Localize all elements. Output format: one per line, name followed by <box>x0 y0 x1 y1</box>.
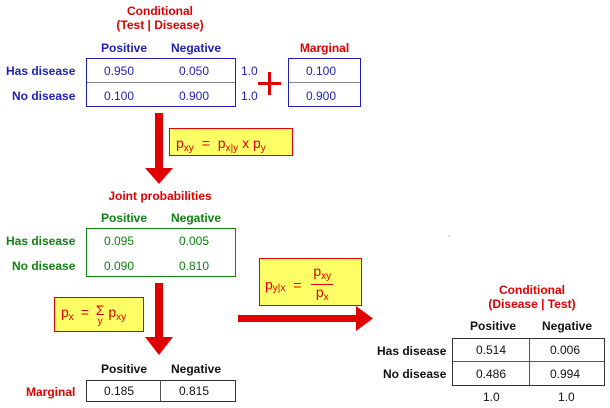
cond-disease-col2-sum: 1.0 <box>558 390 575 404</box>
formula-bayes-den-p: p <box>315 284 324 300</box>
formula-bayes-num-s: xy <box>321 271 332 282</box>
formula-joint-box: pxy = px|y x py <box>169 128 293 156</box>
formula-bayes-s1: y|x <box>272 283 286 295</box>
marginal-bottom-v2: 0.815 <box>179 384 210 398</box>
marginal-top-v1: 0.100 <box>306 64 337 78</box>
formula-joint-p1: p <box>176 135 184 151</box>
marginal-top-title: Marginal <box>299 41 350 55</box>
joint-box <box>86 228 236 277</box>
joint-cell-r2c1: 0.090 <box>104 259 135 273</box>
cond-test-title-line1: Conditional <box>127 4 193 18</box>
formula-marginal-sigma-icon: Σ <box>95 302 105 318</box>
arrow-right-head <box>356 306 373 331</box>
arrow-down-2-shaft <box>155 283 163 339</box>
formula-joint-s3: y <box>260 143 266 154</box>
marginal-top-v2: 0.900 <box>306 89 337 103</box>
formula-joint-times: x <box>242 135 250 151</box>
formula-joint-p3: p <box>252 135 261 151</box>
cond-disease-row-no-disease: No disease <box>383 367 447 381</box>
cond-test-cell-r1c2: 0.050 <box>179 64 210 78</box>
formula-bayes-box: py|x = pxy px <box>259 258 362 306</box>
joint-cell-r2c2: 0.810 <box>179 259 210 273</box>
cond-test-cell-r2c2: 0.900 <box>179 89 210 103</box>
cond-disease-box <box>452 338 605 386</box>
cond-test-col-negative: Negative <box>170 41 222 55</box>
marginal-bottom-v1: 0.185 <box>104 384 135 398</box>
joint-cell-r1c1: 0.095 <box>104 234 135 248</box>
cond-disease-cell-r1c1: 0.514 <box>476 343 507 357</box>
formula-bayes-fraction: pxy px <box>311 263 334 304</box>
formula-marginal-s2: xy <box>116 312 127 323</box>
arrow-down-2-head <box>145 337 173 355</box>
marginal-bottom-label: Marginal <box>26 385 76 399</box>
cond-disease-title-line1: Conditional <box>499 283 565 297</box>
cond-disease-cell-r1c2: 0.006 <box>550 343 581 357</box>
formula-bayes-p1: p <box>265 276 273 293</box>
formula-joint-s1: xy <box>183 143 194 154</box>
marginal-top-box <box>288 58 361 107</box>
formula-marginal-s1: x <box>68 312 74 323</box>
arrow-down-1-shaft <box>155 113 163 170</box>
formula-bayes-eq: = <box>293 276 302 293</box>
cond-test-col-positive: Positive <box>100 41 148 55</box>
formula-marginal-box: px = Σ y pxy <box>54 297 144 332</box>
cond-disease-col-positive: Positive <box>469 319 517 333</box>
joint-row-has-disease: Has disease <box>6 234 76 248</box>
cond-test-box <box>86 58 236 107</box>
marginal-bottom-col-negative: Negative <box>170 362 222 376</box>
plus-sign-v <box>268 72 271 95</box>
formula-joint-p2: p <box>217 135 226 151</box>
cond-disease-row-has-disease: Has disease <box>377 344 447 358</box>
formula-marginal-p2: p <box>108 304 117 320</box>
joint-title: Joint probabilities <box>108 189 212 203</box>
formula-joint-s2: x|y <box>225 143 239 154</box>
cond-disease-cell-r2c1: 0.486 <box>476 367 507 381</box>
formula-marginal-sum: Σ y <box>95 302 105 328</box>
formula-bayes-num-p: p <box>313 263 322 279</box>
cond-test-cell-r2c1: 0.100 <box>104 89 135 103</box>
cond-test-cell-r1c1: 0.950 <box>104 64 135 78</box>
cond-disease-col1-sum: 1.0 <box>483 390 500 404</box>
joint-col-negative: Negative <box>170 211 222 225</box>
joint-row-no-disease: No disease <box>12 259 76 273</box>
arrow-right-shaft <box>238 315 358 322</box>
cond-test-title-line2: (Test | Disease) <box>116 18 204 32</box>
marginal-bottom-box <box>86 380 236 402</box>
cond-test-row1-sum: 1.0 <box>241 64 258 78</box>
cond-disease-col-negative: Negative <box>541 319 593 333</box>
arrow-down-1-head <box>145 168 173 184</box>
cond-disease-cell-r2c2: 0.994 <box>550 367 581 381</box>
joint-cell-r1c2: 0.005 <box>179 234 210 248</box>
cond-test-row-has-disease: Has disease <box>6 64 76 78</box>
formula-marginal-sigma-sub: y <box>97 316 103 327</box>
cond-disease-title-line2: (Disease | Test) <box>488 297 576 311</box>
cond-test-row-no-disease: No disease <box>12 89 76 103</box>
stray-dot <box>448 235 450 237</box>
formula-bayes-den-s: x <box>323 292 329 303</box>
formula-marginal-eq: = <box>80 304 89 320</box>
formula-joint-eq: = <box>201 135 210 151</box>
marginal-bottom-col-positive: Positive <box>100 362 148 376</box>
formula-marginal-p1: p <box>61 304 69 320</box>
joint-col-positive: Positive <box>100 211 148 225</box>
cond-test-row2-sum: 1.0 <box>241 89 258 103</box>
